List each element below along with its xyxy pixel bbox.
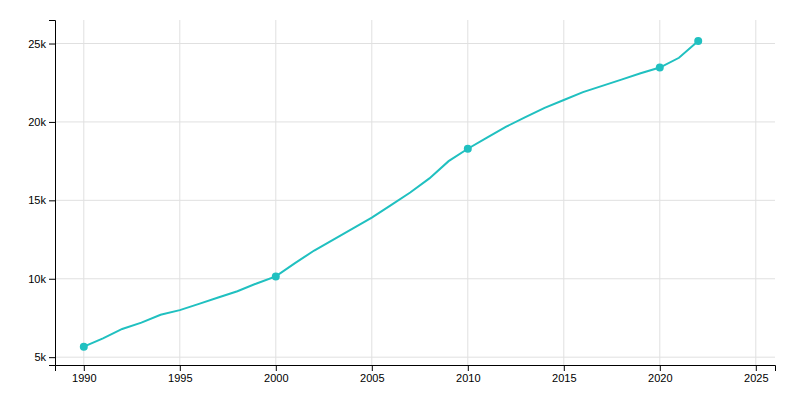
x-tick: 2005 xyxy=(360,365,384,384)
y-grid-line xyxy=(55,43,775,44)
point xyxy=(464,145,472,153)
x-tick-mark xyxy=(468,365,469,371)
x-axis-line xyxy=(56,366,776,372)
x-grid-line xyxy=(563,20,564,365)
y-tick-mark xyxy=(49,44,55,45)
y-axis: 5k 10k 15k 20k 25k xyxy=(28,21,55,366)
y-tick-label: 10k xyxy=(28,273,46,285)
x-grid-line xyxy=(467,20,468,365)
x-tick-label: 1990 xyxy=(72,372,96,384)
x-tick: 2000 xyxy=(264,365,288,384)
y-tick-label: 15k xyxy=(28,194,46,206)
y-grid-line xyxy=(55,121,775,122)
x-tick: 2025 xyxy=(744,365,768,384)
marks xyxy=(80,37,702,351)
point xyxy=(80,343,88,351)
x-tick-label: 2025 xyxy=(744,372,768,384)
x-grid-line xyxy=(275,20,276,365)
x-tick-label: 2000 xyxy=(264,372,288,384)
x-tick: 1995 xyxy=(168,365,192,384)
x-grid-line xyxy=(755,20,756,365)
x-grid-line xyxy=(659,20,660,365)
y-grid-line xyxy=(55,357,775,358)
line xyxy=(84,41,698,347)
x-tick: 2015 xyxy=(552,365,576,384)
y-grid-line xyxy=(55,200,775,201)
y-tick: 15k xyxy=(28,194,55,206)
point xyxy=(272,272,280,280)
x-grid-line xyxy=(83,20,84,365)
y-grid-line xyxy=(55,278,775,279)
x-tick-label: 2020 xyxy=(648,372,672,384)
x-tick-mark xyxy=(276,365,277,371)
x-grid-line xyxy=(179,20,180,365)
point xyxy=(656,64,664,72)
x-tick-mark xyxy=(756,365,757,371)
x-tick-mark xyxy=(564,365,565,371)
y-tick-mark xyxy=(49,279,55,280)
x-grid-line xyxy=(371,20,372,365)
x-tick-mark xyxy=(84,365,85,371)
y-tick-mark xyxy=(49,122,55,123)
y-tick-label: 25k xyxy=(28,38,46,50)
y-tick-label: 5k xyxy=(34,351,46,363)
x-tick: 2020 xyxy=(648,365,672,384)
plot: 1990 1995 2000 2005 2010 2015 2020 2025 5k 10k 15k… xyxy=(28,20,775,384)
y-tick: 5k xyxy=(34,351,55,363)
y-tick-mark xyxy=(49,200,55,201)
chart: 1990 1995 2000 2005 2010 2015 2020 2025 5k 10k 15k… xyxy=(0,0,800,400)
x-tick-mark xyxy=(180,365,181,371)
grid xyxy=(55,20,775,365)
y-tick: 10k xyxy=(28,273,55,285)
x-tick-mark xyxy=(660,365,661,371)
point xyxy=(694,37,702,45)
x-tick: 1990 xyxy=(72,365,96,384)
y-tick-label: 20k xyxy=(28,116,46,128)
y-tick: 20k xyxy=(28,116,55,128)
x-tick-label: 2015 xyxy=(552,372,576,384)
x-tick-label: 1995 xyxy=(168,372,192,384)
y-axis-line xyxy=(49,21,56,366)
x-tick-label: 2010 xyxy=(456,372,480,384)
y-tick-mark xyxy=(49,357,55,358)
x-axis: 1990 1995 2000 2005 2010 2015 2020 2025 xyxy=(56,365,776,384)
x-tick-mark xyxy=(372,365,373,371)
x-tick: 2010 xyxy=(456,365,480,384)
x-tick-label: 2005 xyxy=(360,372,384,384)
y-tick: 25k xyxy=(28,38,55,50)
